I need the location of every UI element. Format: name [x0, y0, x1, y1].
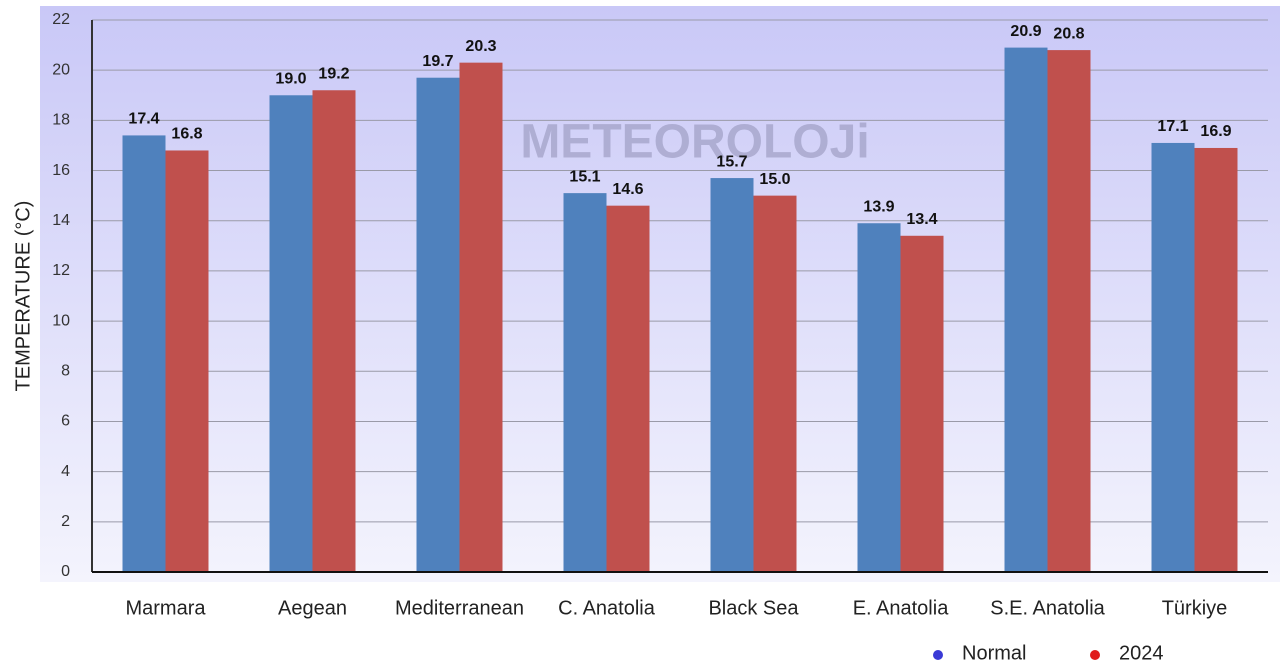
- x-tick-label: Türkiye: [1162, 597, 1228, 619]
- value-label: 19.2: [318, 65, 349, 82]
- value-label: 19.7: [422, 53, 453, 70]
- bar: [710, 178, 754, 572]
- value-label: 15.0: [759, 171, 790, 188]
- x-tick-label: Aegean: [278, 597, 347, 619]
- bar: [416, 77, 460, 572]
- value-label: 15.1: [569, 168, 600, 185]
- value-label: 15.7: [716, 153, 747, 170]
- y-tick-label: 6: [61, 413, 70, 430]
- legend-label: 2024: [1119, 642, 1164, 664]
- y-axis-label: TEMPERATURE (°C): [12, 201, 34, 392]
- legend-label: Normal: [962, 642, 1026, 664]
- y-tick-label: 18: [52, 112, 70, 129]
- bar: [269, 95, 313, 572]
- y-tick-label: 12: [52, 262, 70, 279]
- x-tick-label: Marmara: [125, 597, 206, 619]
- bar: [606, 205, 650, 572]
- bar: [165, 150, 209, 573]
- y-tick-label: 16: [52, 162, 70, 179]
- watermark: METEOROLOJi: [520, 116, 869, 169]
- bar: [1047, 50, 1091, 573]
- bar: [459, 62, 503, 573]
- x-tick-label: E. Anatolia: [853, 597, 950, 619]
- value-label: 13.4: [906, 211, 937, 228]
- value-label: 13.9: [863, 198, 894, 215]
- legend-marker: [1090, 650, 1100, 660]
- y-tick-label: 22: [52, 11, 70, 28]
- x-tick-label: S.E. Anatolia: [990, 597, 1105, 619]
- value-label: 16.8: [171, 126, 202, 143]
- value-label: 19.0: [275, 70, 306, 87]
- bar: [1151, 142, 1195, 573]
- y-tick-label: 20: [52, 61, 70, 78]
- legend-marker: [933, 650, 943, 660]
- bar: [1194, 147, 1238, 573]
- bar: [857, 223, 901, 572]
- y-tick-label: 0: [61, 563, 70, 580]
- value-label: 20.9: [1010, 23, 1041, 40]
- value-label: 20.3: [465, 38, 496, 55]
- y-tick-label: 14: [52, 212, 70, 229]
- value-label: 17.1: [1157, 118, 1188, 135]
- bar: [122, 135, 166, 572]
- y-tick-label: 4: [61, 463, 70, 480]
- bar: [900, 235, 944, 573]
- plot-background: [40, 6, 1280, 582]
- value-label: 14.6: [612, 181, 643, 198]
- bar: [753, 195, 797, 573]
- x-tick-label: Mediterranean: [395, 597, 524, 619]
- value-label: 17.4: [128, 111, 159, 128]
- value-label: 20.8: [1053, 25, 1084, 42]
- bar: [312, 90, 356, 572]
- y-tick-label: 10: [52, 312, 70, 329]
- y-tick-label: 8: [61, 362, 70, 379]
- y-tick-label: 2: [61, 513, 70, 530]
- value-label: 16.9: [1200, 123, 1231, 140]
- bar: [1004, 47, 1048, 573]
- x-tick-label: C. Anatolia: [558, 597, 656, 619]
- x-tick-label: Black Sea: [708, 597, 799, 619]
- bar: [563, 193, 607, 573]
